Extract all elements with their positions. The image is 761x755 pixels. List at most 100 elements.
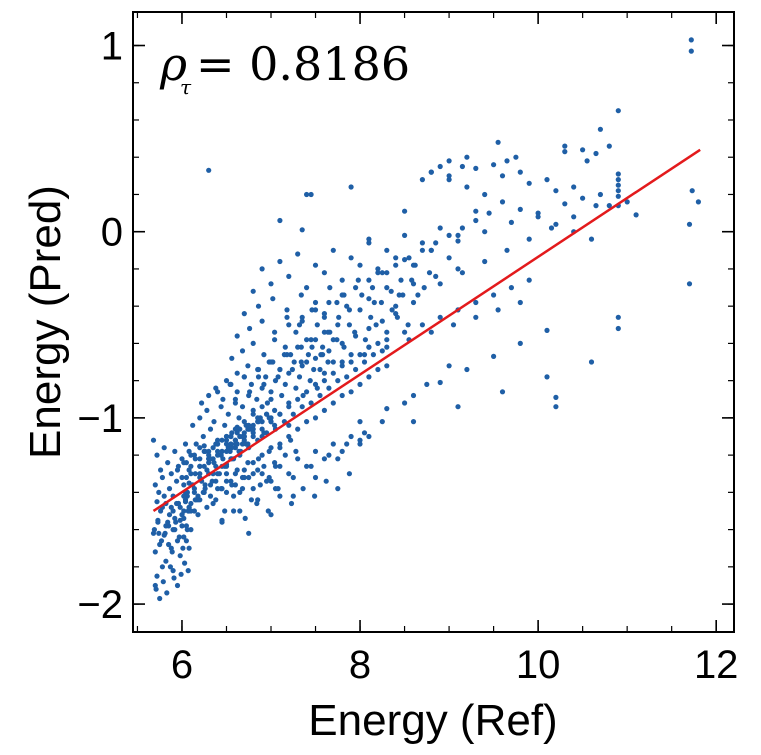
- data-point: [305, 352, 311, 358]
- data-point: [218, 404, 224, 410]
- data-point: [517, 340, 523, 346]
- data-point: [293, 329, 299, 335]
- data-point: [544, 177, 550, 183]
- data-point: [286, 400, 292, 406]
- data-point: [304, 463, 310, 469]
- data-point: [158, 467, 164, 473]
- data-point: [295, 426, 301, 432]
- data-point: [326, 348, 332, 354]
- data-point: [150, 437, 157, 443]
- data-point: [396, 292, 402, 298]
- data-point: [588, 359, 595, 365]
- data-point: [293, 448, 299, 454]
- data-point: [464, 154, 470, 160]
- correlation-annotation: ρ τ = 0.8186: [159, 37, 410, 99]
- data-point: [299, 363, 305, 369]
- data-point: [159, 564, 165, 570]
- data-point: [348, 255, 354, 261]
- data-point: [339, 292, 345, 298]
- data-point: [259, 426, 265, 432]
- data-point: [326, 385, 332, 391]
- data-point: [327, 285, 333, 291]
- data-point: [491, 162, 497, 168]
- data-point: [250, 340, 256, 346]
- data-point: [459, 225, 465, 231]
- data-point: [241, 311, 247, 317]
- data-point: [384, 344, 390, 350]
- data-point: [197, 471, 203, 477]
- data-point: [176, 534, 182, 540]
- data-point: [184, 527, 190, 533]
- data-point: [369, 285, 376, 291]
- data-point: [384, 247, 390, 253]
- data-point: [163, 558, 169, 564]
- data-point: [437, 225, 443, 231]
- data-point: [268, 389, 274, 395]
- data-point: [300, 392, 306, 399]
- data-point: [373, 322, 379, 328]
- data-point: [375, 340, 381, 346]
- data-point: [277, 445, 283, 451]
- data-point: [259, 404, 265, 410]
- data-point: [259, 318, 265, 324]
- data-point: [330, 441, 336, 447]
- data-point: [241, 474, 247, 481]
- data-point: [250, 411, 256, 417]
- data-point: [246, 474, 252, 481]
- data-point: [366, 296, 372, 302]
- data-point: [201, 489, 207, 495]
- data-point: [321, 311, 327, 317]
- data-point: [330, 359, 336, 365]
- data-point: [535, 214, 541, 220]
- data-point: [201, 443, 207, 449]
- data-point: [272, 407, 278, 413]
- data-point: [366, 277, 372, 283]
- data-point: [353, 333, 359, 339]
- data-point: [246, 392, 252, 399]
- data-point: [263, 374, 269, 380]
- data-point: [295, 456, 301, 462]
- data-point: [286, 322, 292, 328]
- data-point: [161, 493, 167, 499]
- data-point: [197, 415, 203, 421]
- data-point: [204, 504, 210, 510]
- data-point: [495, 139, 501, 145]
- data-point: [336, 314, 342, 320]
- data-point: [312, 355, 319, 361]
- data-point: [186, 480, 192, 486]
- data-point: [330, 337, 336, 343]
- data-point: [339, 363, 345, 369]
- data-point: [232, 445, 238, 451]
- data-point: [459, 270, 465, 276]
- data-point: [446, 255, 452, 261]
- annotation-symbol: ρ: [159, 37, 187, 91]
- data-point: [366, 325, 372, 332]
- data-point: [686, 281, 693, 287]
- data-point: [428, 247, 434, 253]
- x-tick-label: 10: [516, 643, 561, 687]
- data-point: [317, 366, 323, 373]
- data-point: [410, 419, 417, 425]
- data-point: [455, 404, 461, 410]
- data-point: [286, 471, 292, 477]
- data-point: [213, 441, 219, 447]
- data-point: [366, 236, 372, 242]
- data-point: [229, 482, 235, 488]
- data-point: [433, 273, 439, 279]
- data-point: [384, 363, 390, 369]
- data-point: [384, 337, 390, 343]
- data-point: [275, 374, 281, 380]
- data-point: [246, 530, 252, 536]
- data-point: [299, 318, 305, 324]
- data-point: [286, 370, 292, 376]
- data-point: [282, 381, 288, 387]
- data-point: [402, 400, 408, 406]
- data-point: [241, 467, 247, 473]
- data-point: [419, 322, 425, 328]
- data-point: [288, 437, 294, 443]
- data-point: [180, 545, 186, 551]
- data-point: [428, 169, 434, 175]
- data-point: [499, 199, 506, 205]
- data-point: [190, 422, 196, 428]
